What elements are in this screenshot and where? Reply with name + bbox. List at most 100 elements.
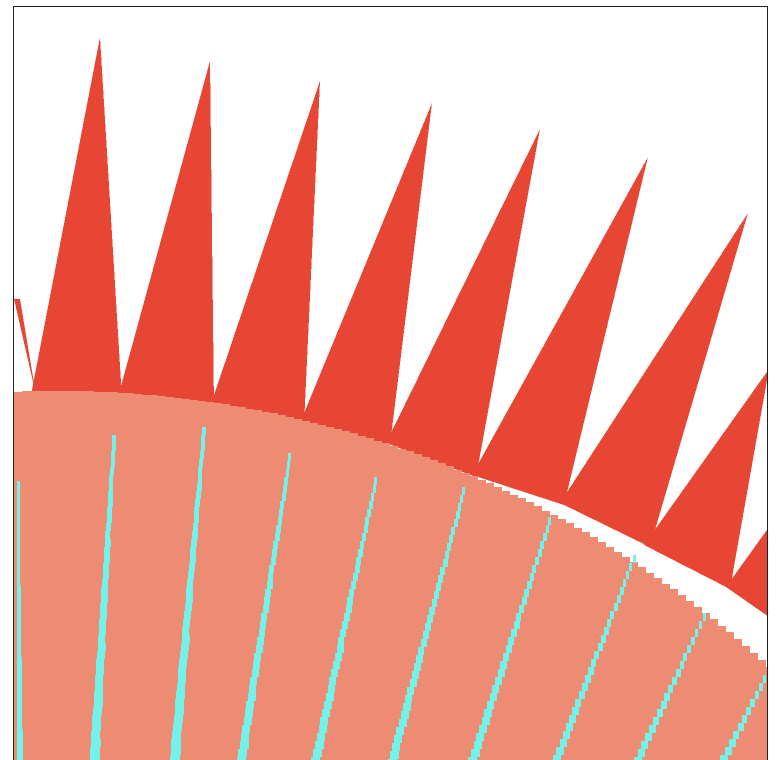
ray-streak-segment [683,653,687,661]
ray-streak-segment [680,661,684,669]
ray-streak-segment [476,733,484,741]
ray-streak-segment [181,643,189,651]
ray-streak-segment [351,581,356,589]
ray-streak-segment [17,569,20,577]
ray-streak-segment [479,725,487,733]
ray-streak-segment [519,605,524,613]
ray-streak-segment [326,693,334,701]
ray-streak-segment [100,611,107,619]
ray-streak-segment [182,627,189,635]
ray-streak-segment [17,593,21,601]
ray-streak-segment [17,601,21,609]
ray-streak-segment [311,757,320,760]
ray-streak-segment [170,755,180,760]
ray-streak-segment [259,629,265,637]
ray-streak-segment [17,625,21,633]
ray-streak-segment [614,603,618,611]
ray-streak-segment [109,475,113,483]
ray-streak-segment [194,507,199,515]
ray-streak-segment [190,547,196,555]
ray-streak-segment [94,699,103,707]
ray-streak-segment [17,753,23,760]
ray-streak-segment [17,521,20,529]
ray-streak-segment [112,435,116,443]
ray-streak-segment [434,591,439,599]
ray-streak-segment [346,605,352,613]
ray-streak-segment [283,485,287,493]
ray-streak-segment [103,571,109,579]
ray-streak-segment [626,571,629,579]
ray-streak-segment [249,685,256,693]
ray-streak-segment [252,669,259,677]
ray-streak-segment [462,487,465,495]
ray-streak-segment [490,693,497,701]
ray-streak-segment [629,563,632,571]
ray-streak-segment [17,689,22,697]
ray-streak-segment [451,527,455,535]
ray-streak-segment [179,659,187,667]
sun-ray-spike [472,157,648,505]
ray-streak-segment [107,515,112,523]
ray-streak-segment [187,579,193,587]
ray-streak-segment [103,563,109,571]
ray-streak-segment [538,549,542,557]
ray-streak-segment [110,467,114,475]
ray-streak-segment [522,597,527,605]
ray-streak-segment [634,757,642,760]
sun-rays-group [14,37,767,616]
ray-streak-segment [313,749,322,757]
ray-streak-segment [623,579,626,587]
ray-streak-segment [186,595,193,603]
ray-streak-segment [582,683,588,691]
ray-streak-segment [495,677,502,685]
ray-streak-segment [335,653,342,661]
ray-streak-segment [742,715,747,723]
ray-streak-segment [17,609,21,617]
ray-streak-segment [284,477,288,485]
ray-streak-segment [443,559,448,567]
ray-streak-segment [456,511,460,519]
ray-streak-segment [282,493,286,501]
ray-streak-segment [97,651,105,659]
ray-streak-segment [482,717,490,725]
ray-streak-segment [241,733,249,741]
ray-streak-segment [503,653,509,661]
ray-streak-segment [506,645,512,653]
ray-streak-segment [17,641,21,649]
ray-streak-segment [196,491,201,499]
ray-streak-segment [607,619,611,627]
ray-streak-segment [484,709,492,717]
ray-streak-segment [317,733,325,741]
ray-streak-segment [695,629,698,637]
ray-streak-segment [17,705,22,713]
ray-streak-segment [638,749,645,757]
ray-streak-segment [186,587,193,595]
ray-streak-segment [347,597,353,605]
ray-streak-segment [185,603,192,611]
ray-streak-segment [645,733,652,741]
ray-streak-segment [17,737,23,745]
ray-streak-segment [492,685,499,693]
ray-streak-segment [432,599,437,607]
ray-streak-segment [548,517,551,525]
ray-streak-segment [192,531,198,539]
sun-ray-spike [118,61,214,407]
ray-streak-segment [171,739,181,747]
ray-streak-segment [664,693,670,701]
ray-streaks-group [17,427,766,760]
ray-streak-segment [367,509,371,517]
ray-streak-segment [254,653,261,661]
ray-streak-segment [429,607,435,615]
ray-streak-segment [100,603,107,611]
ray-streak-segment [514,621,520,629]
ray-streak-segment [687,645,691,653]
ray-streak-segment [585,675,591,683]
ray-streak-segment [566,723,573,731]
ray-streak-segment [447,543,451,551]
ray-streak-segment [421,639,427,647]
ray-streak-segment [746,707,751,715]
ray-streak-segment [703,613,706,621]
ray-streak-segment [620,587,624,595]
ray-streak-segment [195,499,200,507]
ray-streak-segment [279,509,283,517]
